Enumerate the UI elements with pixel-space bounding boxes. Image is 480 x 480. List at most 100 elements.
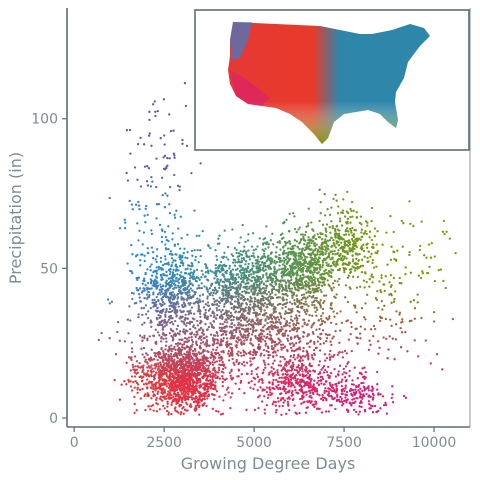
scatter-point [319, 212, 322, 215]
scatter-point [180, 296, 183, 299]
scatter-point [349, 207, 352, 211]
scatter-point [228, 371, 231, 375]
scatter-point [210, 351, 213, 354]
scatter-point [347, 241, 350, 245]
scatter-point [250, 297, 253, 300]
scatter-point [163, 134, 166, 137]
scatter-point [278, 241, 282, 244]
scatter-point [301, 374, 304, 378]
scatter-point [359, 387, 362, 390]
scatter-point [232, 329, 235, 332]
scatter-point [155, 157, 158, 160]
scatter-point [221, 375, 224, 378]
scatter-point [318, 250, 321, 253]
scatter-point [276, 373, 279, 376]
scatter-point [270, 288, 274, 291]
scatter-point [248, 322, 251, 326]
scatter-point [200, 398, 204, 402]
scatter-point [309, 239, 312, 242]
scatter-point [203, 285, 206, 288]
scatter-point [186, 390, 190, 393]
scatter-point [179, 379, 183, 382]
scatter-point [312, 242, 315, 246]
scatter-point [257, 299, 260, 302]
scatter-point [313, 303, 316, 307]
scatter-point [215, 309, 219, 312]
scatter-point [262, 269, 266, 273]
scatter-point [182, 369, 185, 372]
scatter-point [320, 382, 323, 385]
scatter-point [227, 278, 231, 282]
scatter-point [319, 299, 322, 302]
scatter-point [320, 247, 323, 251]
scatter-point [308, 291, 311, 294]
scatter-point [339, 254, 342, 257]
scatter-point [183, 376, 187, 379]
scatter-point [173, 216, 177, 219]
scatter-point [170, 359, 174, 362]
scatter-point [404, 396, 408, 400]
scatter-point [343, 376, 347, 379]
scatter-point [194, 279, 198, 283]
scatter-point [174, 265, 178, 268]
scatter-point [242, 249, 246, 252]
scatter-point [210, 392, 214, 396]
scatter-point [364, 220, 368, 223]
scatter-point [310, 241, 313, 244]
scatter-point [167, 261, 170, 264]
scatter-point [323, 383, 326, 386]
scatter-point [217, 237, 220, 240]
scatter-point [173, 368, 176, 372]
scatter-point [280, 376, 283, 379]
scatter-point [178, 394, 181, 397]
scatter-point [164, 235, 168, 239]
scatter-point [143, 289, 146, 292]
scatter-point [341, 378, 344, 381]
scatter-point [179, 258, 182, 261]
scatter-point [349, 388, 353, 391]
scatter-point [190, 261, 193, 265]
scatter-point [346, 190, 349, 194]
scatter-point [181, 259, 184, 263]
scatter-point [146, 362, 149, 365]
scatter-point [189, 361, 192, 364]
scatter-point [169, 377, 172, 380]
scatter-point [173, 392, 177, 396]
scatter-point [160, 389, 164, 392]
scatter-point [290, 346, 293, 350]
scatter-point [144, 358, 147, 361]
scatter-point [174, 348, 177, 351]
scatter-point [336, 395, 339, 398]
scatter-point [280, 346, 283, 349]
scatter-point [321, 366, 325, 370]
scatter-point [142, 372, 146, 375]
scatter-point [205, 378, 208, 381]
scatter-point [298, 368, 302, 372]
scatter-point [300, 402, 303, 405]
scatter-point [221, 280, 224, 283]
scatter-point [153, 358, 156, 361]
scatter-point [286, 369, 289, 372]
scatter-point [342, 198, 345, 201]
scatter-point [183, 81, 187, 85]
scatter-point [314, 256, 317, 260]
scatter-point [149, 281, 153, 285]
scatter-point [133, 411, 136, 415]
scatter-point [205, 344, 208, 347]
scatter-point [278, 405, 281, 408]
scatter-point [133, 386, 136, 389]
scatter-point [366, 260, 369, 263]
scatter-point [350, 325, 353, 329]
scatter-point [166, 393, 169, 396]
scatter-point [293, 266, 296, 269]
scatter-point [132, 365, 135, 369]
scatter-point [214, 292, 218, 295]
scatter-point [198, 404, 201, 407]
scatter-point [195, 340, 198, 343]
scatter-point [259, 310, 262, 313]
scatter-point [292, 365, 295, 368]
scatter-point [194, 409, 197, 412]
scatter-point [232, 315, 236, 319]
scatter-point [222, 268, 225, 272]
